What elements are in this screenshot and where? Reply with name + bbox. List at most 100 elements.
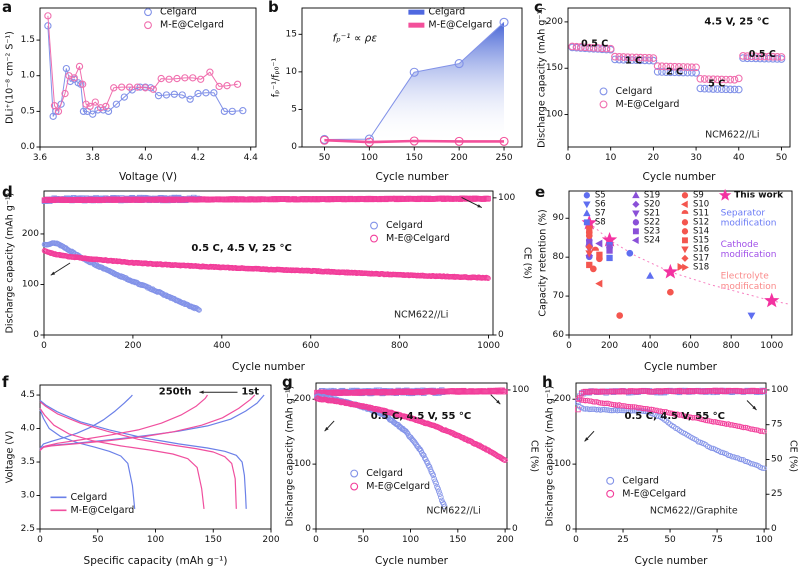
svg-text:1.0: 1.0 [21,71,36,81]
svg-text:M-E@Celgard: M-E@Celgard [160,20,224,31]
svg-text:S5: S5 [595,190,606,200]
svg-text:S6: S6 [595,199,606,209]
svg-text:0.5 C, 4.5 V, 25 °C: 0.5 C, 4.5 V, 25 °C [191,243,291,254]
svg-text:3.8: 3.8 [86,153,101,163]
svg-text:Cycle number: Cycle number [375,555,449,567]
svg-text:0: 0 [305,524,311,534]
svg-text:S17: S17 [693,253,709,263]
svg-text:0.5 C, 4.5 V, 55 °C: 0.5 C, 4.5 V, 55 °C [625,411,725,422]
svg-text:50: 50 [358,535,370,545]
panel-b: b 50 100 150 200 250 0 5 10 15 Cycle number fₚ⁻¹/f… [266,0,532,185]
svg-text:Cycle number: Cycle number [642,171,716,183]
svg-text:0: 0 [498,330,504,340]
svg-text:4.5: 4.5 [21,390,35,400]
svg-text:150: 150 [205,535,222,545]
svg-text:Separator: Separator [721,208,766,218]
svg-text:50: 50 [92,535,104,545]
svg-text:0.0: 0.0 [21,142,36,152]
chart-a-diffusion-coefficient: 3.6 3.8 4.0 4.2 4.4 0.0 0.5 1.0 1.5 Voltage (V) DL… [5,7,259,183]
svg-text:50: 50 [664,535,676,545]
svg-text:Celgard: Celgard [386,220,423,231]
svg-text:Cycle number: Cycle number [232,361,306,373]
svg-text:10: 10 [286,67,298,77]
svg-text:Celgard: Celgard [616,86,653,97]
svg-text:DLi⁺(10⁻⁸ cm⁻² S⁻¹): DLi⁺(10⁻⁸ cm⁻² S⁻¹) [5,31,16,124]
svg-text:M-E@Celgard: M-E@Celgard [622,488,686,499]
svg-text:M-E@Celgard: M-E@Celgard [428,20,492,31]
svg-text:40: 40 [733,153,745,163]
svg-text:100: 100 [498,193,515,203]
svg-text:2 C: 2 C [666,66,683,77]
svg-text:0: 0 [291,142,297,152]
svg-text:5: 5 [291,104,297,114]
svg-text:2.5: 2.5 [21,524,35,534]
svg-text:M-E@Celgard: M-E@Celgard [366,481,430,492]
svg-text:10: 10 [605,153,617,163]
svg-text:4.4: 4.4 [244,153,259,163]
svg-text:M-E@Celgard: M-E@Celgard [616,99,680,110]
svg-text:S24: S24 [644,235,660,245]
svg-text:modification: modification [721,218,777,228]
svg-text:100: 100 [361,153,378,163]
svg-text:3.0: 3.0 [21,491,36,501]
svg-text:modification: modification [721,250,777,260]
svg-text:S14: S14 [693,226,709,236]
svg-text:25: 25 [617,535,628,545]
svg-text:1 C: 1 C [625,55,642,66]
svg-text:100: 100 [147,535,164,545]
panel-label-h: h [542,373,553,391]
panel-label-e: e [535,183,546,201]
chart-c-rate-capability: 0 10 20 30 40 50 100 150 200 Cycle number Discharg… [537,7,791,183]
svg-text:100: 100 [546,110,563,120]
svg-text:0.5: 0.5 [21,106,35,116]
svg-text:400: 400 [641,341,658,351]
svg-text:0: 0 [41,341,47,351]
svg-text:0: 0 [565,153,571,163]
svg-text:Electrolyte: Electrolyte [721,272,770,282]
svg-text:S15: S15 [693,235,709,245]
svg-text:4.0: 4.0 [21,424,36,434]
svg-text:NCM622//Li: NCM622//Li [426,505,480,516]
svg-text:S9: S9 [693,190,704,200]
svg-text:1st: 1st [241,387,259,398]
svg-text:S19: S19 [644,190,660,200]
svg-text:0.5 C: 0.5 C [749,49,776,60]
svg-text:60: 60 [553,330,565,340]
svg-text:1000: 1000 [477,341,500,351]
svg-text:100: 100 [294,459,311,469]
svg-text:1000: 1000 [760,341,783,351]
svg-text:150: 150 [546,63,563,73]
panel-c: c 0 10 20 30 40 50 100 150 200 Cycle number Discha… [532,0,799,185]
panel-g: g 0 50 100 150 200 0 100 200 0 100 Cycle number Dis… [280,373,540,569]
svg-text:200: 200 [124,341,141,351]
svg-text:100: 100 [402,535,419,545]
svg-text:800: 800 [723,341,740,351]
svg-text:S11: S11 [693,208,709,218]
svg-text:S20: S20 [644,199,660,209]
svg-text:CE (%): CE (%) [522,247,533,279]
panel-d: d 0 200 400 600 800 1000 0 100 200 0 100 Cycle numb… [0,183,533,375]
svg-text:3.5: 3.5 [21,457,35,467]
svg-text:4.0: 4.0 [138,153,153,163]
svg-text:Cycle number: Cycle number [644,361,718,373]
svg-text:S22: S22 [644,217,660,227]
svg-text:Specific capacity (mAh g⁻¹): Specific capacity (mAh g⁻¹) [84,555,228,567]
svg-text:100: 100 [512,385,529,395]
svg-text:fₚ⁻¹ ∝ ρε: fₚ⁻¹ ∝ ρε [333,33,378,45]
panel-label-a: a [2,0,13,16]
svg-text:0: 0 [771,524,777,534]
svg-text:Celgard: Celgard [70,492,107,503]
svg-text:Voltage (V): Voltage (V) [119,171,177,183]
svg-text:200: 200 [22,229,39,239]
svg-text:25: 25 [771,489,782,499]
panel-h: h 0 25 50 75 100 0 100 200 0 25 50 75 100 Cycle numbe… [540,373,799,569]
chart-e-retention-comparison: 0 200 400 600 800 1000 60 70 80 90 Cycle number Cap… [538,188,793,373]
svg-text:NCM622//Li: NCM622//Li [394,309,448,320]
svg-text:Cathode: Cathode [721,240,759,250]
svg-text:S21: S21 [644,208,660,218]
svg-text:0: 0 [37,535,43,545]
svg-text:This work: This work [734,190,784,200]
